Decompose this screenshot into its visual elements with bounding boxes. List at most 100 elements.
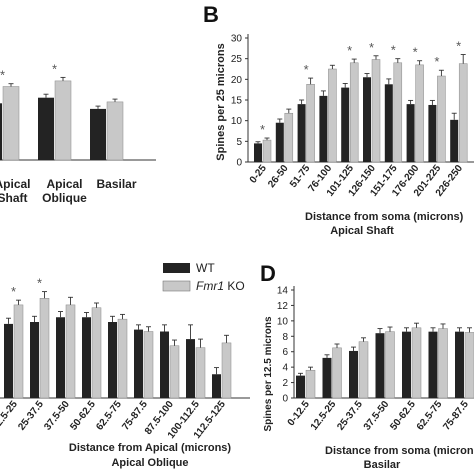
bar-ko	[284, 112, 294, 163]
significance-star: *	[456, 39, 461, 54]
bar-wt	[254, 143, 262, 162]
panel-c-subtitle: Apical Oblique	[111, 457, 188, 469]
chart-panel-b: 051015202530*0-2526-50*51-7576-100*101-1…	[231, 34, 474, 199]
significance-star: *	[369, 40, 374, 55]
bar-ko	[393, 62, 403, 163]
bar-ko	[195, 347, 206, 399]
bar-ko	[464, 332, 474, 399]
category-label: Apical	[46, 177, 82, 191]
category-label: 75-87.5	[441, 399, 471, 433]
category-label: Oblique	[42, 191, 87, 205]
legend-ko-rest: KO	[224, 279, 245, 293]
bar-wt	[186, 339, 195, 398]
bar-wt	[341, 87, 350, 162]
bar-ko	[221, 342, 232, 399]
category-label: 37.5-50	[42, 399, 72, 433]
y-tick-label: 14	[277, 286, 289, 297]
y-tick-label: 10	[231, 116, 243, 127]
significance-star: *	[11, 284, 16, 299]
panel-letter-b: B	[203, 2, 219, 27]
bar-ko	[117, 318, 128, 399]
panel-b-subtitle: Apical Shaft	[330, 225, 394, 237]
significance-star: *	[391, 43, 396, 58]
bar-ko	[411, 327, 422, 399]
bar-ko	[91, 307, 102, 399]
category-label: 12.5-25	[309, 399, 339, 433]
y-tick-label: 2	[282, 378, 288, 389]
panel-letter-d: D	[260, 261, 276, 286]
bar-ko	[358, 341, 369, 399]
bar-wt	[275, 122, 284, 162]
category-label: 0-12.5	[286, 399, 312, 428]
y-tick-label: 20	[231, 75, 243, 86]
significance-star: *	[52, 61, 57, 76]
bar-ko	[65, 304, 76, 399]
significance-star: *	[347, 43, 352, 58]
panel-d-subtitle: Basilar	[364, 459, 401, 471]
bar-ko	[385, 331, 395, 399]
category-label: 50-62.5	[388, 399, 418, 433]
bar-ko	[262, 139, 272, 163]
bar-wt	[38, 97, 54, 160]
bar-ko	[332, 347, 342, 399]
category-label: Basilar	[96, 177, 136, 191]
bar-ko	[438, 328, 448, 399]
category-label: 62.5-75	[415, 399, 445, 433]
bar-wt	[428, 331, 438, 398]
category-label: Shaft	[0, 191, 28, 205]
bar-wt	[428, 104, 437, 162]
bar-ko	[305, 369, 316, 399]
panel-b-xlabel: Distance from soma (microns)	[305, 211, 464, 223]
bar-ko	[328, 68, 337, 163]
y-tick-label: 25	[231, 54, 243, 65]
bar-wt	[402, 331, 411, 398]
y-tick-label: 0	[236, 158, 242, 169]
y-tick-label: 8	[282, 332, 288, 343]
bar-ko	[306, 84, 315, 163]
bar-wt	[212, 374, 221, 398]
bar-ko	[458, 63, 468, 163]
bar-wt	[82, 317, 91, 398]
legend-ko-italic: Fmr1	[196, 279, 224, 293]
bar-wt	[363, 77, 371, 162]
bar-ko	[2, 86, 20, 161]
panel-b-ylabel: Spines per 25 microns	[215, 43, 227, 160]
legend-wt-swatch	[163, 263, 190, 273]
significance-star: *	[434, 54, 439, 69]
bar-wt	[134, 329, 143, 398]
significance-star: *	[413, 45, 418, 60]
bar-wt	[455, 331, 464, 398]
bar-ko	[143, 331, 154, 399]
panel-d-xlabel: Distance from soma (microns)	[325, 445, 474, 457]
bar-ko	[169, 345, 180, 399]
bar-wt	[450, 119, 459, 162]
legend-wt-label: WT	[196, 261, 215, 275]
bar-ko	[437, 75, 446, 163]
significance-star: *	[304, 62, 309, 77]
category-label: 50-62.5	[68, 399, 98, 433]
significance-star: *	[0, 68, 5, 83]
chart-panel-d: 0 2 4 6 8 10 12 14 0-12.512.5-2525-37.537.5-5050…	[277, 286, 474, 433]
bar-wt	[160, 331, 169, 398]
bar-wt	[56, 317, 65, 398]
y-tick-label: 12	[277, 301, 289, 312]
bar-ko	[349, 62, 359, 163]
legend: WT Fmr1 KO	[162, 261, 245, 293]
bar-wt	[0, 103, 2, 160]
legend-ko-swatch	[162, 280, 191, 292]
bar-wt	[349, 350, 358, 398]
category-label: 25-37.5	[16, 399, 46, 433]
y-tick-label: 5	[236, 137, 242, 148]
charts-layer: *ApicalShaft*ApicalObliqueBasilar0510152…	[0, 34, 474, 441]
legend-ko-label: Fmr1 KO	[196, 279, 245, 293]
y-tick-label: 6	[282, 347, 288, 358]
bar-wt	[322, 357, 332, 398]
y-tick-label: 10	[277, 316, 289, 327]
bar-wt	[384, 84, 393, 162]
bar-wt	[375, 333, 385, 398]
bar-ko	[54, 80, 72, 161]
bar-wt	[4, 323, 13, 398]
bar-wt	[406, 104, 415, 162]
